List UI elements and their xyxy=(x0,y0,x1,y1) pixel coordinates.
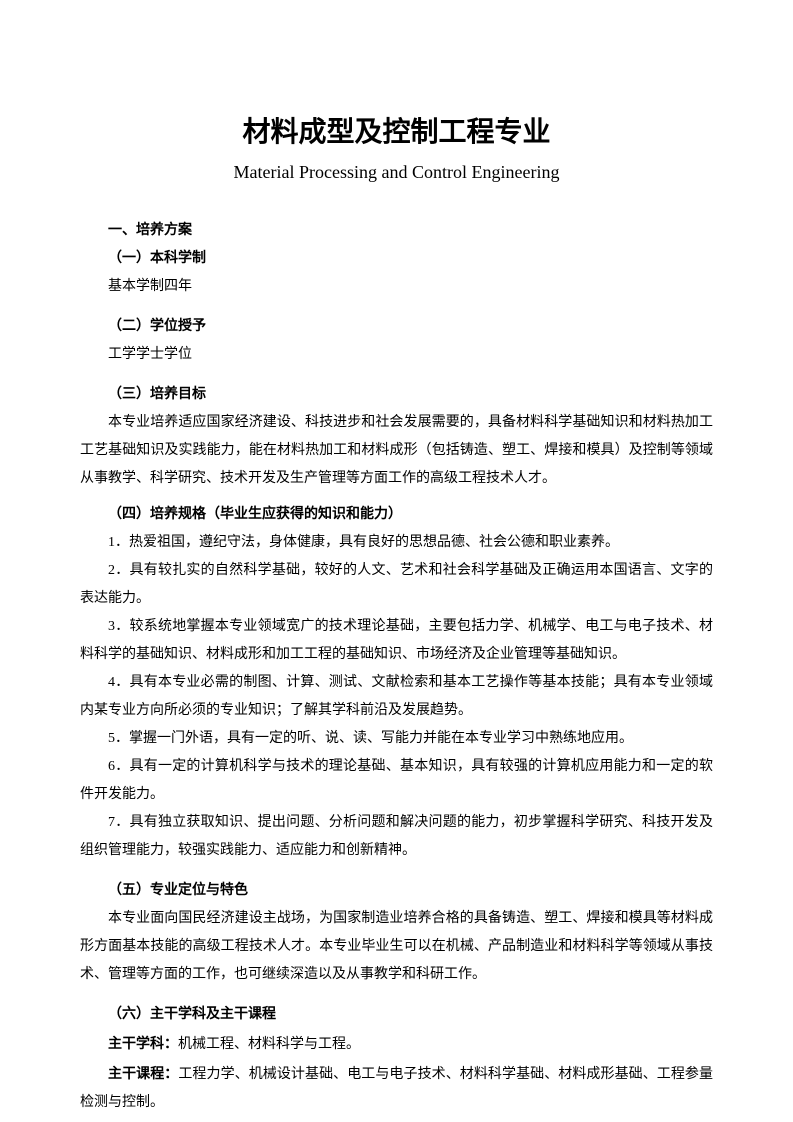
subsection-4-heading: （四）培养规格（毕业生应获得的知识和能力） xyxy=(80,503,713,523)
subsection-2-heading: （二）学位授予 xyxy=(80,315,713,335)
subsection-4-p6: 6．具有一定的计算机科学与技术的理论基础、基本知识，具有较强的计算机应用能力和一… xyxy=(80,753,713,809)
subsection-5-heading: （五）专业定位与特色 xyxy=(80,879,713,899)
subsection-1-text: 基本学制四年 xyxy=(80,273,713,301)
subsection-3-heading: （三）培养目标 xyxy=(80,383,713,403)
subsection-6-p1: 主干学科：机械工程、材料科学与工程。 xyxy=(80,1029,713,1059)
section-1-heading: 一、培养方案 xyxy=(80,219,713,239)
document-title: 材料成型及控制工程专业 xyxy=(80,110,713,150)
subsection-6-p2: 主干课程：工程力学、机械设计基础、电工与电子技术、材料科学基础、材料成形基础、工… xyxy=(80,1059,713,1117)
subsection-6-p2-label: 主干课程： xyxy=(108,1065,178,1081)
subsection-6-p1-label: 主干学科： xyxy=(108,1035,178,1051)
subsection-5-text: 本专业面向国民经济建设主战场，为国家制造业培养合格的具备铸造、塑工、焊接和模具等… xyxy=(80,905,713,989)
subsection-4-p3: 3．较系统地掌握本专业领域宽广的技术理论基础，主要包括力学、机械学、电工与电子技… xyxy=(80,613,713,669)
subsection-2-text: 工学学士学位 xyxy=(80,341,713,369)
subsection-4-p2: 2．具有较扎实的自然科学基础，较好的人文、艺术和社会科学基础及正确运用本国语言、… xyxy=(80,557,713,613)
subsection-4-p7: 7．具有独立获取知识、提出问题、分析问题和解决问题的能力，初步掌握科学研究、科技… xyxy=(80,809,713,865)
document-subtitle: Material Processing and Control Engineer… xyxy=(80,162,713,183)
subsection-6-heading: （六）主干学科及主干课程 xyxy=(80,1003,713,1023)
subsection-4-p1: 1．热爱祖国，遵纪守法，身体健康，具有良好的思想品德、社会公德和职业素养。 xyxy=(80,529,713,557)
subsection-3-text: 本专业培养适应国家经济建设、科技进步和社会发展需要的，具备材料科学基础知识和材料… xyxy=(80,409,713,493)
subsection-4-p5: 5．掌握一门外语，具有一定的听、说、读、写能力并能在本专业学习中熟练地应用。 xyxy=(80,725,713,753)
subsection-1-heading: （一）本科学制 xyxy=(80,247,713,267)
subsection-4-p4: 4．具有本专业必需的制图、计算、测试、文献检索和基本工艺操作等基本技能；具有本专… xyxy=(80,669,713,725)
subsection-6-p1-text: 机械工程、材料科学与工程。 xyxy=(178,1037,360,1052)
